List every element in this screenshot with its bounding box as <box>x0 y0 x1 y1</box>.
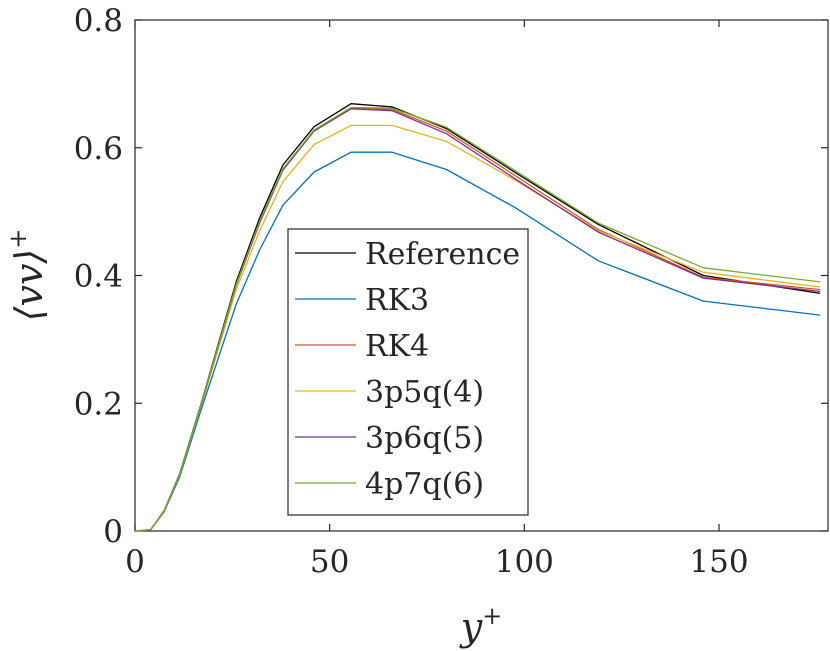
y-tick-label: 0.6 <box>74 131 123 167</box>
series-line-4p7q-6 <box>134 106 821 532</box>
tick-labels: 0 50 100 150 0 0.2 0.4 0.6 0.8 <box>74 3 749 580</box>
legend-label: 4p7q(6) <box>365 467 484 502</box>
x-tick-label: 100 <box>495 544 554 580</box>
legend-label: Reference <box>365 237 520 272</box>
legend-box <box>287 228 529 516</box>
axis-labels: y+ ⟨vv⟩+ <box>4 229 502 649</box>
x-tick-label: 50 <box>310 544 349 580</box>
axes <box>134 19 829 532</box>
legend-label: 3p5q(4) <box>365 375 484 410</box>
legend: Reference RK3 RK4 3p5q(4) 3p6q(5) 4p7q(6) <box>287 228 529 516</box>
y-axis-label: ⟨vv⟩+ <box>4 229 51 322</box>
x-tick-label: 150 <box>689 544 748 580</box>
legend-label: RK3 <box>365 283 429 318</box>
x-axis-label: y+ <box>459 602 503 649</box>
y-tick-label: 0.8 <box>74 3 123 39</box>
y-tick-label: 0.4 <box>74 259 123 295</box>
series-lines <box>134 103 821 532</box>
y-tick-label: 0 <box>103 514 123 550</box>
legend-label: RK4 <box>365 329 429 364</box>
legend-label: 3p6q(5) <box>365 421 484 456</box>
x-tick-label: 0 <box>125 544 145 580</box>
y-tick-label: 0.2 <box>74 386 123 422</box>
